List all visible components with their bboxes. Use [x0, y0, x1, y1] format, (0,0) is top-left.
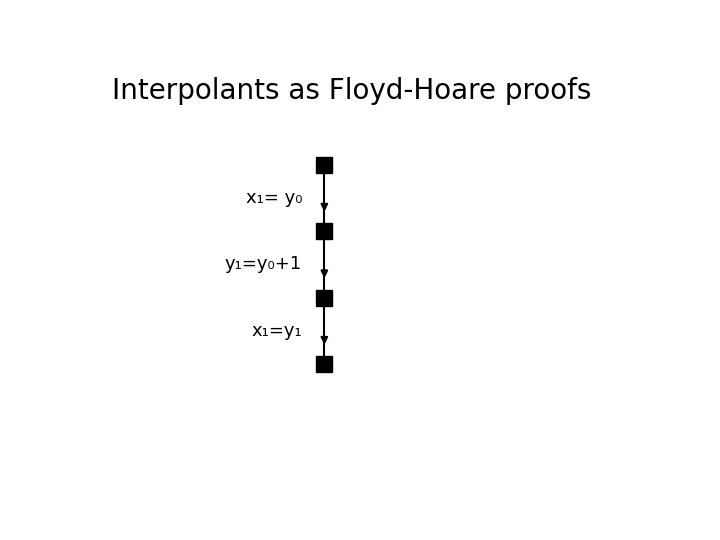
Text: y₁=y₀+1: y₁=y₀+1: [225, 255, 302, 273]
Text: Interpolants as Floyd-Hoare proofs: Interpolants as Floyd-Hoare proofs: [112, 77, 592, 105]
Text: x₁= y₀: x₁= y₀: [246, 189, 302, 207]
Text: x₁=y₁: x₁=y₁: [251, 322, 302, 340]
